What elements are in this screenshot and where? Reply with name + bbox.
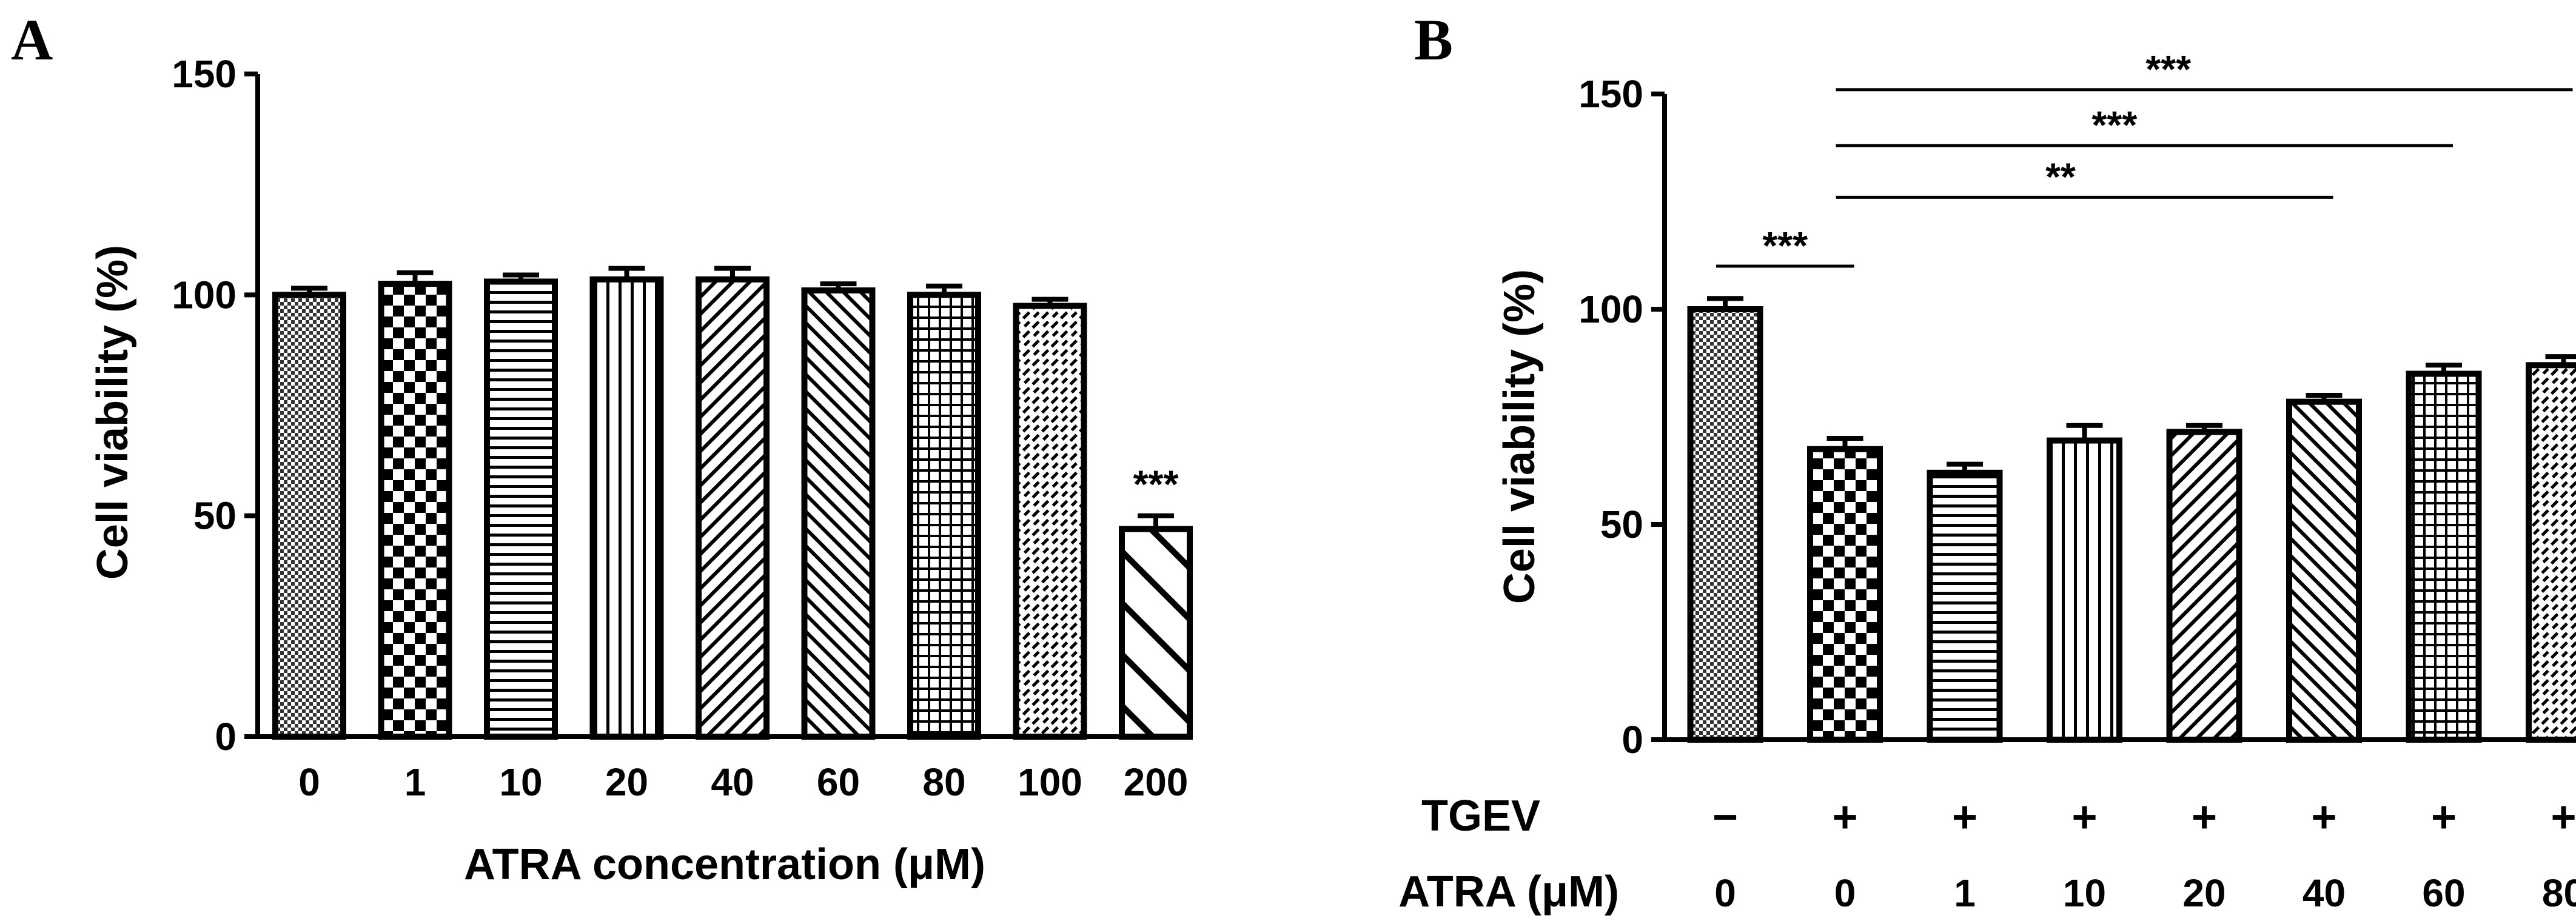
panel-b-bars (1687, 296, 2576, 743)
panel-a-x-tick-label: 80 (922, 760, 965, 804)
panel-a-x-tick-label: 60 (817, 760, 860, 804)
panel-b-x-tick-label: 0 (1714, 871, 1736, 915)
panel-b-tgev-sign: + (2431, 793, 2457, 842)
panel-b-y-axis-title: Cell viability (%) (1495, 269, 1544, 604)
panel-b-tgev-sign: + (1832, 793, 1857, 842)
panel-b-bar (2166, 429, 2242, 743)
panel-a-y-axis-title: Cell viability (%) (89, 245, 137, 580)
panel-a-bar (378, 281, 452, 740)
panel-a-label: A (11, 7, 53, 72)
panel-b-bar (1807, 446, 1883, 743)
panel-a-bar (907, 292, 981, 740)
panel-a-y-tick-label: 50 (193, 494, 236, 538)
panel-a-ticks: 0 50 100 150 (172, 52, 258, 758)
panel-b-significance-text: *** (2145, 47, 2191, 91)
panel-b-tgev-sign: + (2311, 793, 2336, 842)
panel-a-bar (1013, 303, 1087, 740)
panel-b-y-tick-label: 0 (1622, 718, 1643, 762)
panel-a-y-tick-label: 150 (172, 52, 236, 96)
panel-b-significance: *********** (1716, 47, 2573, 268)
panel-a-bar (589, 276, 664, 740)
panel-b-y-tick-label: 150 (1578, 72, 1643, 116)
panel-b-tgev-row-label: TGEV (1421, 792, 1540, 840)
panel-b-bar (2047, 437, 2122, 743)
panel-b-label: B (1414, 7, 1453, 72)
panel-b-ticks: 0 50 100 150 (1578, 72, 1665, 762)
panel-a-x-tick-label: 1 (404, 760, 426, 804)
panel-b-tgev-row: − + + + + + + + (1712, 793, 2576, 842)
panel-a-x-tick-label: 200 (1124, 760, 1189, 804)
panel-a-y-tick-label: 100 (172, 273, 236, 316)
panel-b-x-tick-label: 0 (1834, 871, 1856, 915)
panel-a-x-axis-title: ATRA concentration (μM) (464, 840, 985, 889)
panel-b-tgev-sign: + (2192, 793, 2217, 842)
panel-a-bar (484, 278, 558, 740)
panel-b-bar (2406, 370, 2482, 743)
panel-b-bar (2286, 398, 2362, 743)
panel-b-tgev-sign: + (2071, 793, 2097, 842)
panel-b-tgev-sign: + (2551, 793, 2576, 842)
panel-b-significance-text: *** (2092, 103, 2138, 147)
panel-a-x-tick-label: 10 (499, 760, 542, 804)
panel-b-bar (1927, 469, 2003, 743)
panel-a-annotations: *** (1133, 463, 1179, 506)
panel-a-bar (696, 276, 770, 740)
panel-b-bar (1687, 306, 1763, 743)
panel-b-x-tick-label: 1 (1954, 871, 1976, 915)
panel-a-y-tick-label: 0 (215, 715, 236, 758)
panel-a-x-tick-labels: 0 1 10 20 40 60 80 100 200 (298, 760, 1188, 804)
panel-a-x-tick-label: 40 (711, 760, 754, 804)
panel-b-significance-text: ** (2045, 155, 2076, 198)
panel-b-atra-row: 0 0 1 10 20 40 60 80 (1714, 871, 2576, 915)
panel-a-bars (272, 266, 1193, 740)
panel-b-x-tick-label: 10 (2063, 871, 2106, 915)
panel-b-tgev-sign: + (1952, 793, 1977, 842)
panel-b-y-tick-label: 100 (1578, 287, 1643, 331)
panel-a-bar (272, 292, 346, 740)
panel-a-x-tick-label: 100 (1018, 760, 1082, 804)
panel-a-bar (1119, 526, 1193, 740)
panel-b-y-tick-label: 50 (1600, 503, 1643, 546)
panel-a: A Cell viability (%) ATRA concentration … (11, 7, 1193, 889)
panel-a-bar (801, 287, 876, 740)
panel-a-x-tick-label: 0 (298, 760, 320, 804)
panel-b-tgev-sign: − (1712, 793, 1738, 842)
panel-b-significance-text: *** (1762, 224, 1808, 267)
panel-b-x-tick-label: 20 (2182, 871, 2225, 915)
panel-b-bar (2526, 362, 2576, 743)
panel-a-significance-text: *** (1133, 463, 1179, 506)
panel-b-x-tick-label: 60 (2422, 871, 2465, 915)
panel-b-x-tick-label: 40 (2303, 871, 2346, 915)
panel-b-atra-row-label: ATRA (μM) (1398, 868, 1619, 916)
panel-a-x-tick-label: 20 (605, 760, 648, 804)
panel-b-x-tick-label: 80 (2542, 871, 2576, 915)
